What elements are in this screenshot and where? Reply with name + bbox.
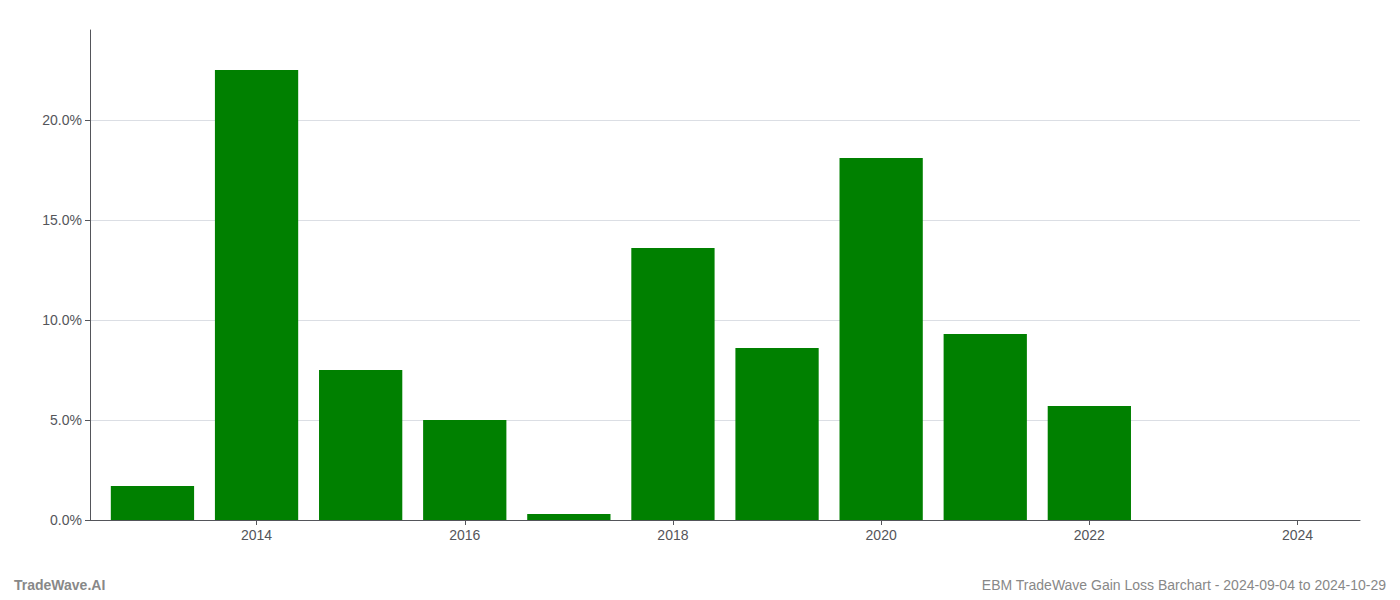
svg-text:0.0%: 0.0% xyxy=(50,512,82,528)
svg-text:TradeWave.AI: TradeWave.AI xyxy=(14,577,105,593)
svg-text:2016: 2016 xyxy=(449,527,480,543)
svg-text:15.0%: 15.0% xyxy=(42,212,82,228)
svg-text:2018: 2018 xyxy=(657,527,688,543)
svg-text:2024: 2024 xyxy=(1282,527,1313,543)
svg-text:2014: 2014 xyxy=(241,527,272,543)
svg-text:EBM TradeWave Gain Loss Barcha: EBM TradeWave Gain Loss Barchart - 2024-… xyxy=(982,577,1386,593)
svg-text:2020: 2020 xyxy=(866,527,897,543)
svg-text:10.0%: 10.0% xyxy=(42,312,82,328)
svg-text:20.0%: 20.0% xyxy=(42,112,82,128)
svg-text:2022: 2022 xyxy=(1074,527,1105,543)
svg-text:5.0%: 5.0% xyxy=(50,412,82,428)
